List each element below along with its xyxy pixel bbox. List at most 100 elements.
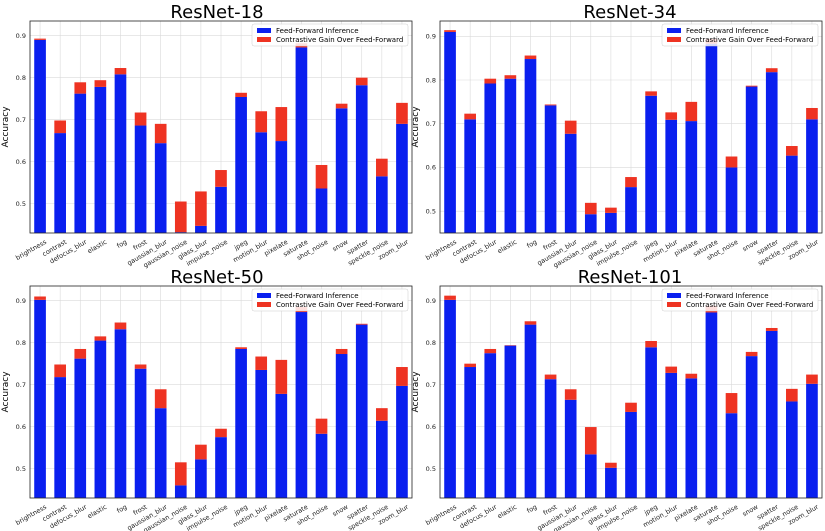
bar-base [584,454,597,498]
y-tick-label: 0.6 [16,158,26,166]
bar-base [786,155,798,233]
bar-gain [114,68,127,75]
bar-base [134,368,147,498]
bar-base [806,383,818,498]
bar-gain [235,347,247,349]
panel-1: 0.50.60.70.80.9brightnesscontrastdefocus… [1,2,413,270]
bar-gain [355,77,368,86]
y-tick-label: 0.6 [426,423,436,431]
bar-gain [665,366,678,373]
legend-swatch-gain [667,37,681,42]
legend [661,23,819,47]
bar-base [745,86,758,233]
y-tick-label: 0.7 [16,381,26,389]
bar-base [355,85,368,233]
bar-base [195,459,207,498]
x-tick-label: elastic [86,503,109,521]
bar-base [295,312,308,498]
bar-gain [725,156,738,168]
bar-base [355,324,368,498]
chart-title: ResNet-34 [583,2,676,23]
bar-gain [685,101,698,122]
bar-base [235,96,247,233]
y-tick-label: 0.5 [426,465,436,473]
bar-gain [806,374,818,384]
bar-base [94,86,107,234]
bar-base [524,324,537,498]
x-tick-label: elastic [496,238,519,256]
bar-gain [315,418,328,434]
y-tick-label: 0.5 [426,207,436,215]
bar-base [524,59,537,233]
bar-gain [74,348,87,359]
bar-gain [355,323,368,325]
y-tick-label: 0.9 [426,33,436,41]
bar-gain [134,364,147,369]
bar-gain [765,68,778,73]
bar-base [765,72,778,233]
bar-base [504,345,517,498]
bar-base [235,348,247,498]
bar-base [295,47,308,233]
bar-base [34,39,46,234]
bar-base [645,95,657,233]
bar-base [665,119,678,233]
bar-base [444,299,456,498]
bar-gain [74,82,87,94]
bar-base [396,123,408,233]
chart-title: ResNet-101 [578,267,683,288]
bar-gain [464,113,476,120]
bar-base [484,83,497,233]
panel-4: 0.50.60.70.80.9brightnesscontrastdefocus… [411,267,823,531]
bar-base [705,43,718,234]
bar-base [685,378,698,498]
bar-base [215,437,227,498]
legend-swatch-base [257,28,271,33]
legend-label-base: Feed-Forward Inference [276,27,359,35]
bar-base [154,408,167,498]
bar-base [625,187,637,233]
bar-base [464,119,476,233]
y-axis-label: Accuracy [1,371,11,413]
bar-base [255,132,268,233]
bar-base [725,413,738,498]
bar-gain [806,107,818,120]
chart-title: ResNet-50 [170,267,263,288]
bar-gain [564,120,577,134]
bar-base [94,340,107,498]
legend-label-gain: Contrastive Gain Over Feed-Forward [276,301,403,309]
bar-gain [396,367,408,386]
bar-gain [255,356,268,370]
bar-gain [685,373,698,379]
bar-gain [786,146,798,156]
bar-gain [524,55,537,60]
bar-gain [725,393,738,414]
legend-swatch-gain [257,37,271,42]
bar-base [134,125,147,233]
bar-gain [524,321,537,325]
bar-gain [444,30,456,32]
y-tick-label: 0.9 [16,297,26,305]
bar-gain [625,402,637,412]
bar-gain [34,38,46,40]
bar-base [685,121,698,233]
bar-gain [444,295,456,300]
legend-label-gain: Contrastive Gain Over Feed-Forward [686,301,813,309]
bar-gain [786,388,798,402]
chart-title: ResNet-18 [170,2,263,23]
bar-gain [564,389,577,400]
axes-frame [29,20,413,234]
bar-gain [94,80,107,87]
y-tick-label: 0.6 [16,423,26,431]
y-axis-label: Accuracy [411,371,421,413]
bar-gain [625,177,637,188]
bar-base [544,379,557,498]
bar-gain [195,444,207,460]
bar-gain [584,427,597,455]
bar-base [315,433,328,498]
bar-gain [134,112,147,126]
bar-base [544,105,557,233]
bar-gain [335,348,348,355]
bar-gain [484,78,497,84]
